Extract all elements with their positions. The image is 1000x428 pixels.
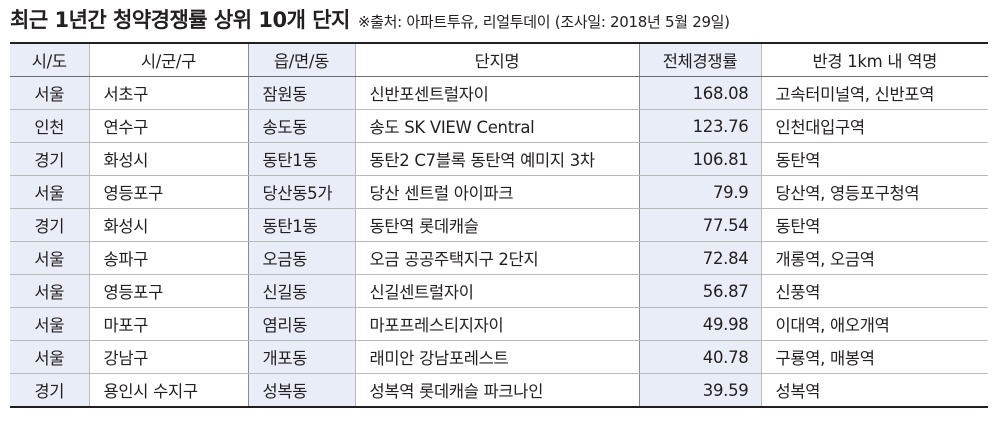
cell-dong: 개포동: [247, 340, 355, 374]
cell-sigungu: 용인시 수지구: [88, 373, 248, 407]
cell-complex-name: 마포프레스티지자이: [354, 307, 639, 341]
cell-sigungu: 영등포구: [88, 175, 248, 209]
cell-nearby-stations: 신풍역: [760, 274, 988, 308]
cell-competition-rate: 56.87: [638, 274, 761, 308]
competition-rate-table: 시/도 시/군/구 읍/면/동 단지명 전체경쟁률 반경 1km 내 역명 서울…: [10, 42, 988, 408]
cell-complex-name: 신반포센트럴자이: [354, 76, 639, 110]
table-row: 서울 서초구 잠원동 신반포센트럴자이 168.08 고속터미널역, 신반포역: [10, 76, 988, 110]
cell-sido: 인천: [10, 109, 89, 143]
table-row: 경기 화성시 동탄1동 동탄2 C7블록 동탄역 예미지 3차 106.81 동탄역: [10, 142, 988, 176]
cell-sigungu: 영등포구: [88, 274, 248, 308]
table-body: 서울 서초구 잠원동 신반포센트럴자이 168.08 고속터미널역, 신반포역 인천 연수구 송…: [10, 76, 988, 407]
cell-sigungu: 강남구: [88, 340, 248, 374]
cell-sigungu: 연수구: [88, 109, 248, 143]
cell-complex-name: 송도 SK VIEW Central: [354, 109, 639, 143]
cell-competition-rate: 106.81: [638, 142, 761, 176]
cell-competition-rate: 77.54: [638, 208, 761, 242]
cell-complex-name: 동탄2 C7블록 동탄역 예미지 3차: [354, 142, 639, 176]
cell-competition-rate: 79.9: [638, 175, 761, 209]
cell-dong: 잠원동: [247, 76, 355, 110]
cell-complex-name: 당산 센트럴 아이파크: [354, 175, 639, 209]
cell-sido: 경기: [10, 373, 89, 407]
cell-sido: 서울: [10, 175, 89, 209]
table-row: 서울 강남구 개포동 래미안 강남포레스트 40.78 구룡역, 매봉역: [10, 340, 988, 374]
cell-dong: 염리동: [247, 307, 355, 341]
column-header-sigungu: 시/군/구: [88, 43, 248, 77]
column-header-complex: 단지명: [354, 43, 639, 77]
table-row: 경기 용인시 수지구 성복동 성복역 롯데캐슬 파크나인 39.59 성복역: [10, 373, 988, 407]
cell-nearby-stations: 이대역, 애오개역: [760, 307, 988, 341]
cell-dong: 동탄1동: [247, 208, 355, 242]
cell-sigungu: 서초구: [88, 76, 248, 110]
column-header-rate: 전체경쟁률: [638, 43, 761, 77]
cell-sido: 서울: [10, 340, 89, 374]
cell-dong: 신길동: [247, 274, 355, 308]
cell-sido: 서울: [10, 241, 89, 275]
column-header-dong: 읍/면/동: [247, 43, 355, 77]
cell-complex-name: 성복역 롯데캐슬 파크나인: [354, 373, 639, 407]
cell-nearby-stations: 동탄역: [760, 208, 988, 242]
header: 최근 1년간 청약경쟁률 상위 10개 단지 ※출처: 아파트투유, 리얼투데이…: [10, 4, 730, 38]
cell-nearby-stations: 구룡역, 매봉역: [760, 340, 988, 374]
cell-complex-name: 래미안 강남포레스트: [354, 340, 639, 374]
cell-complex-name: 동탄역 롯데캐슬: [354, 208, 639, 242]
cell-nearby-stations: 당산역, 영등포구청역: [760, 175, 988, 209]
cell-dong: 당산동5가: [247, 175, 355, 209]
cell-nearby-stations: 인천대입구역: [760, 109, 988, 143]
cell-sido: 경기: [10, 208, 89, 242]
cell-competition-rate: 39.59: [638, 373, 761, 407]
cell-sido: 서울: [10, 274, 89, 308]
table-row: 서울 영등포구 신길동 신길센트럴자이 56.87 신풍역: [10, 274, 988, 308]
cell-sido: 서울: [10, 76, 89, 110]
cell-competition-rate: 123.76: [638, 109, 761, 143]
cell-dong: 동탄1동: [247, 142, 355, 176]
page-title: 최근 1년간 청약경쟁률 상위 10개 단지: [10, 8, 350, 32]
cell-dong: 송도동: [247, 109, 355, 143]
cell-sigungu: 화성시: [88, 142, 248, 176]
cell-nearby-stations: 동탄역: [760, 142, 988, 176]
table-header: 시/도 시/군/구 읍/면/동 단지명 전체경쟁률 반경 1km 내 역명: [10, 43, 988, 77]
cell-sigungu: 마포구: [88, 307, 248, 341]
column-header-stations: 반경 1km 내 역명: [760, 43, 988, 77]
cell-nearby-stations: 개롱역, 오금역: [760, 241, 988, 275]
cell-competition-rate: 168.08: [638, 76, 761, 110]
cell-nearby-stations: 고속터미널역, 신반포역: [760, 76, 988, 110]
cell-nearby-stations: 성복역: [760, 373, 988, 407]
table-row: 서울 영등포구 당산동5가 당산 센트럴 아이파크 79.9 당산역, 영등포구청역: [10, 175, 988, 209]
cell-competition-rate: 49.98: [638, 307, 761, 341]
cell-sigungu: 화성시: [88, 208, 248, 242]
cell-sido: 경기: [10, 142, 89, 176]
table-row: 경기 화성시 동탄1동 동탄역 롯데캐슬 77.54 동탄역: [10, 208, 988, 242]
cell-sido: 서울: [10, 307, 89, 341]
source-note: ※출처: 아파트투유, 리얼투데이 (조사일: 2018년 5월 29일): [357, 13, 730, 31]
cell-sigungu: 송파구: [88, 241, 248, 275]
cell-complex-name: 신길센트럴자이: [354, 274, 639, 308]
header-row: 시/도 시/군/구 읍/면/동 단지명 전체경쟁률 반경 1km 내 역명: [10, 43, 988, 77]
column-header-sido: 시/도: [10, 43, 89, 77]
cell-dong: 오금동: [247, 241, 355, 275]
table-row: 서울 송파구 오금동 오금 공공주택지구 2단지 72.84 개롱역, 오금역: [10, 241, 988, 275]
cell-complex-name: 오금 공공주택지구 2단지: [354, 241, 639, 275]
cell-dong: 성복동: [247, 373, 355, 407]
cell-competition-rate: 40.78: [638, 340, 761, 374]
cell-competition-rate: 72.84: [638, 241, 761, 275]
table-row: 인천 연수구 송도동 송도 SK VIEW Central 123.76 인천대입구역: [10, 109, 988, 143]
table-row: 서울 마포구 염리동 마포프레스티지자이 49.98 이대역, 애오개역: [10, 307, 988, 341]
